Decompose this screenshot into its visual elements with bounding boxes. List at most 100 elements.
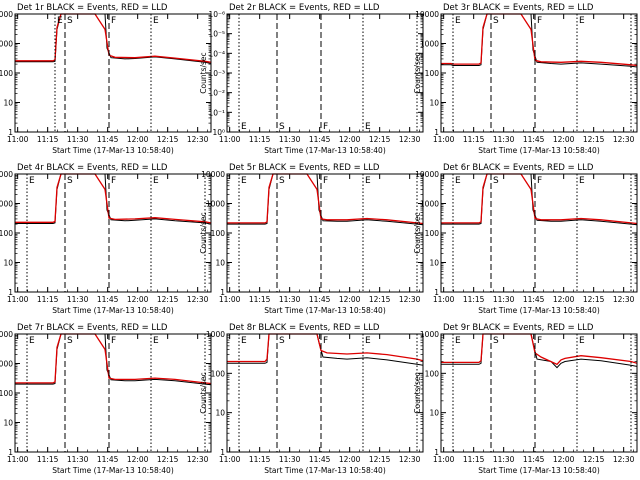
x-tick-label: 11:00 xyxy=(7,295,29,304)
marker-label: F xyxy=(111,176,116,186)
y-tick-label: 1000 xyxy=(0,40,13,49)
marker-label: S xyxy=(279,122,285,132)
y-tick-label: 100 xyxy=(425,69,440,78)
marker-label: E xyxy=(579,16,585,26)
y-tick-label: 1 xyxy=(434,448,439,457)
x-tick-label: 12:00 xyxy=(553,455,575,464)
y-axis-label: Counts/sec xyxy=(199,212,208,253)
y-tick-label: 1 xyxy=(8,288,13,297)
x-tick-label: 11:30 xyxy=(493,455,515,464)
x-tick-label: 12:30 xyxy=(399,455,421,464)
x-axis-label: Start Time (17-Mar-13 10:58:40) xyxy=(52,466,174,475)
y-axis-label: Counts/sec xyxy=(413,52,422,93)
y-tick-label: 100 xyxy=(211,369,226,378)
y-tick-label: 1 xyxy=(220,288,225,297)
x-tick-label: 11:15 xyxy=(37,135,59,144)
x-tick-label: 12:30 xyxy=(613,295,635,304)
marker-label: E xyxy=(579,176,585,186)
marker-label: E xyxy=(455,176,461,186)
x-tick-label: 12:00 xyxy=(127,295,149,304)
x-tick-label: 11:30 xyxy=(67,295,89,304)
y-tick-label: 10000 xyxy=(0,330,13,339)
marker-label: F xyxy=(537,336,542,346)
series-lld-line xyxy=(441,173,638,225)
panel-det-7: Det 7r BLACK = Events, RED = LLD 1 10 100 10… xyxy=(0,323,212,475)
x-tick-label: 11:00 xyxy=(7,455,29,464)
series-lld-line xyxy=(15,333,212,385)
y-tick-label: 1 xyxy=(8,128,13,137)
x-tick-label: 11:30 xyxy=(279,295,301,304)
marker-label: E xyxy=(365,122,371,132)
marker-label: F xyxy=(323,122,328,132)
x-tick-label: 12:15 xyxy=(157,295,179,304)
marker-label: E xyxy=(153,16,159,26)
panel-title: Det 1r BLACK = Events, RED = LLD xyxy=(17,3,168,13)
marker-label: E xyxy=(153,176,159,186)
marker-label: S xyxy=(493,336,499,346)
y-tick-label: 10 xyxy=(429,409,439,418)
panel-det-9: Det 9r BLACK = Events, RED = LLD 1 10 100 10… xyxy=(413,323,638,475)
y-tick-label: 1000 xyxy=(420,330,439,339)
marker-label: E xyxy=(29,176,35,186)
x-tick-label: 11:45 xyxy=(523,135,545,144)
y-tick-label: 100 xyxy=(0,69,13,78)
x-tick-label: 11:45 xyxy=(97,295,119,304)
x-tick-label: 11:15 xyxy=(463,135,485,144)
x-tick-label: 12:15 xyxy=(157,455,179,464)
marker-label: E xyxy=(579,336,585,346)
x-axis-label: Start Time (17-Mar-13 10:58:40) xyxy=(264,146,386,155)
y-tick-label: 10⁻⁶ xyxy=(208,10,225,19)
y-tick-label: 10000 xyxy=(201,170,225,179)
x-tick-label: 11:15 xyxy=(249,455,271,464)
marker-label: S xyxy=(493,176,499,186)
panel-title: Det 2r BLACK = Events, RED = LLD xyxy=(229,3,380,13)
y-tick-label: 10⁻³ xyxy=(208,69,225,78)
x-tick-label: 11:30 xyxy=(67,135,89,144)
plot-frame xyxy=(226,173,424,293)
y-tick-label: 10000 xyxy=(0,170,13,179)
y-tick-label: 1 xyxy=(8,448,13,457)
x-tick-label: 11:00 xyxy=(219,295,241,304)
marker-label: E xyxy=(455,16,461,26)
series-lld-line xyxy=(441,333,638,366)
y-tick-label: 100 xyxy=(0,389,13,398)
panel-det-5: Det 5r BLACK = Events, RED = LLD 1 10 100 10… xyxy=(199,163,424,315)
x-axis-label: Start Time (17-Mar-13 10:58:40) xyxy=(264,306,386,315)
panel-det-4: Det 4r BLACK = Events, RED = LLD 1 10 100 10… xyxy=(0,163,212,315)
marker-label: E xyxy=(241,336,247,346)
marker-label: S xyxy=(67,336,73,346)
x-tick-label: 12:30 xyxy=(399,135,421,144)
x-tick-label: 11:30 xyxy=(493,295,515,304)
y-tick-label: 10⁻⁴ xyxy=(208,49,225,58)
marker-label: F xyxy=(323,336,328,346)
y-tick-label: 10 xyxy=(3,259,13,268)
panel-det-8: Det 8r BLACK = Events, RED = LLD 1 10 100 10… xyxy=(199,323,424,475)
x-tick-label: 11:15 xyxy=(463,295,485,304)
y-tick-label: 10⁻² xyxy=(208,89,225,98)
y-axis-label: Counts/sec xyxy=(199,52,208,93)
panel-det-6: Det 6r BLACK = Events, RED = LLD 1 10 100 10… xyxy=(413,163,638,315)
marker-label: E xyxy=(29,336,35,346)
x-axis-label: Start Time (17-Mar-13 10:58:40) xyxy=(478,306,600,315)
x-tick-label: 12:30 xyxy=(187,295,209,304)
plot-frame xyxy=(440,333,638,453)
x-tick-label: 12:15 xyxy=(369,455,391,464)
x-tick-label: 11:00 xyxy=(7,135,29,144)
y-tick-label: 10 xyxy=(3,419,13,428)
x-axis-label: Start Time (17-Mar-13 10:58:40) xyxy=(264,466,386,475)
x-tick-label: 11:15 xyxy=(37,455,59,464)
y-tick-label: 1 xyxy=(220,448,225,457)
marker-label: E xyxy=(365,336,371,346)
x-tick-label: 11:15 xyxy=(463,455,485,464)
marker-label: S xyxy=(279,336,285,346)
y-tick-label: 1000 xyxy=(420,200,439,209)
marker-label: S xyxy=(67,176,73,186)
x-axis-label: Start Time (17-Mar-13 10:58:40) xyxy=(478,146,600,155)
plot-frame xyxy=(440,173,638,293)
x-tick-label: 12:00 xyxy=(339,135,361,144)
x-tick-label: 11:30 xyxy=(279,135,301,144)
marker-label: F xyxy=(111,16,116,26)
x-tick-label: 11:45 xyxy=(97,455,119,464)
x-tick-label: 11:00 xyxy=(433,295,455,304)
